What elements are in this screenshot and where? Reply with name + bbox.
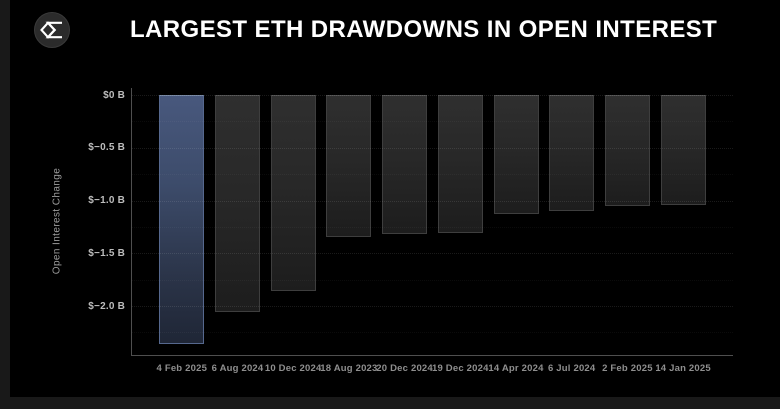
- chart-bar[interactable]: [326, 95, 372, 238]
- plot-area: $0 B $−0.5 B $−1.0 B $−1.5 B $−2.0 B 4 Feb 20…: [88, 88, 733, 374]
- y-tick-label: $−1.5 B: [88, 247, 125, 259]
- chart-bar[interactable]: [549, 95, 595, 212]
- x-tick-label: 14 Jan 2025: [655, 363, 711, 374]
- x-tick-label: 19 Dec 2024: [431, 363, 489, 374]
- y-tick-label: $−2.0 B: [88, 300, 125, 312]
- x-tick-label: 6 Jul 2024: [547, 363, 596, 374]
- y-tick-label: $−1.0 B: [88, 195, 125, 206]
- chart-bar[interactable]: [493, 95, 539, 215]
- chart-title: LARGEST ETH DRAWDOWNS IN OPEN INTEREST: [130, 16, 718, 43]
- chart-bar[interactable]: [604, 95, 650, 206]
- brand-logo: [34, 12, 70, 48]
- y-tick-label: $0 B: [103, 89, 125, 101]
- chart-bar[interactable]: [660, 95, 706, 205]
- x-tick-label: 6 Aug 2024: [211, 363, 264, 374]
- chart-bar[interactable]: [382, 95, 428, 235]
- x-tick-label: 20 Dec 2024: [376, 363, 433, 374]
- x-tick-label: 18 Aug 2023: [320, 363, 378, 374]
- sigma-diamond-icon: [34, 12, 70, 48]
- x-tick-label: 10 Dec 2024: [264, 363, 322, 374]
- gridline: [132, 332, 733, 334]
- chart-bar[interactable]: [215, 95, 260, 313]
- y-tick-label: $−0.5 B: [88, 142, 125, 154]
- chart-bar[interactable]: [270, 95, 316, 292]
- x-tick-label: 2 Feb 2025: [602, 363, 653, 374]
- x-tick-label: 14 Apr 2024: [488, 363, 544, 374]
- x-tick-label: 4 Feb 2025: [156, 363, 208, 374]
- chart-bar[interactable]: [159, 95, 205, 344]
- chart-bar[interactable]: [437, 95, 483, 234]
